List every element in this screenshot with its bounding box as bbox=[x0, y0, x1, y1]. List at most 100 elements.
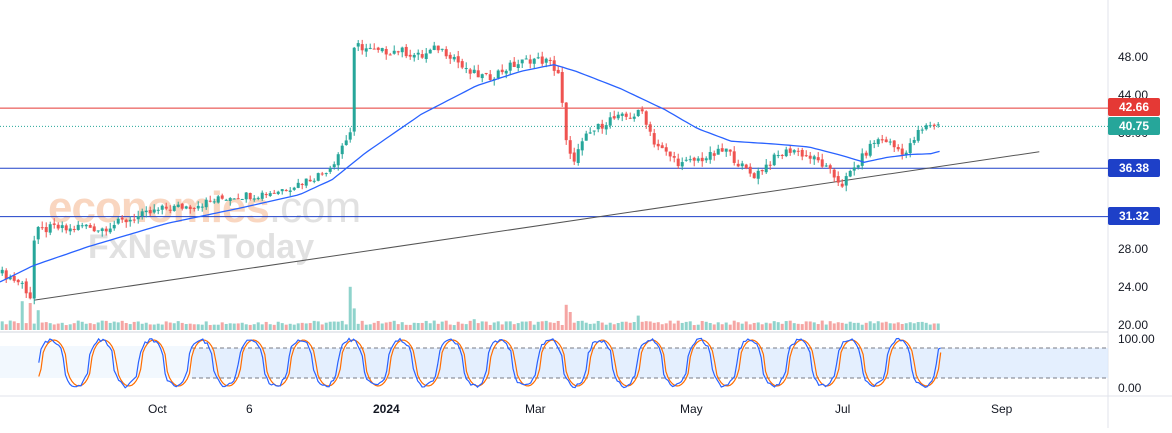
moving-average-line bbox=[0, 64, 940, 283]
candle-body bbox=[428, 49, 432, 54]
volume-bar bbox=[756, 322, 760, 330]
candle-body bbox=[576, 149, 580, 163]
candle-body bbox=[792, 150, 796, 153]
candle-body bbox=[168, 209, 172, 211]
volume-bar bbox=[128, 324, 132, 330]
candle-body bbox=[912, 140, 916, 143]
candle-body bbox=[36, 227, 40, 240]
candle-body bbox=[312, 180, 316, 182]
badge-bg bbox=[1108, 159, 1160, 177]
candle-body bbox=[852, 167, 856, 171]
candle-body bbox=[456, 56, 460, 63]
candle-body bbox=[624, 113, 628, 117]
volume-bars bbox=[0, 286, 940, 330]
volume-bar bbox=[404, 324, 408, 330]
candle-body bbox=[420, 54, 424, 58]
volume-bar bbox=[908, 322, 912, 330]
candle-body bbox=[120, 217, 124, 220]
volume-bar bbox=[468, 320, 472, 330]
candle-body bbox=[348, 132, 352, 140]
volume-bar bbox=[224, 323, 228, 330]
volume-bar bbox=[672, 323, 676, 330]
candle-body bbox=[372, 48, 376, 50]
badge-bg bbox=[1108, 98, 1160, 116]
volume-bar bbox=[792, 323, 796, 330]
time-tick: May bbox=[680, 402, 703, 416]
volume-bar bbox=[100, 320, 104, 330]
volume-bar bbox=[776, 322, 780, 330]
volume-bar bbox=[4, 324, 8, 330]
candle-body bbox=[692, 157, 696, 161]
volume-bar bbox=[692, 325, 696, 330]
volume-bar bbox=[176, 321, 180, 330]
volume-bar bbox=[32, 323, 36, 330]
volume-bar bbox=[928, 324, 932, 330]
candle-body bbox=[296, 182, 300, 188]
volume-bar bbox=[380, 323, 384, 330]
volume-bar bbox=[460, 323, 464, 330]
volume-bar bbox=[520, 321, 524, 330]
candle-body bbox=[92, 226, 96, 232]
volume-bar bbox=[612, 324, 616, 330]
volume-bar bbox=[340, 320, 344, 330]
time-axis[interactable]: Oct 6 2024 Mar May Jul Sep bbox=[148, 402, 1013, 416]
volume-bar bbox=[788, 320, 792, 330]
volume-bar bbox=[760, 324, 764, 330]
volume-bar bbox=[272, 324, 276, 330]
volume-bar bbox=[796, 323, 800, 330]
volume-bar bbox=[300, 322, 304, 330]
volume-bar bbox=[292, 324, 296, 330]
candle-body bbox=[824, 165, 828, 167]
candle-body bbox=[4, 270, 8, 280]
volume-bar bbox=[476, 323, 480, 330]
volume-bar bbox=[12, 321, 16, 330]
candle-body bbox=[8, 277, 12, 280]
candle-body bbox=[380, 48, 384, 52]
candle-body bbox=[540, 56, 544, 64]
volume-bar bbox=[416, 322, 420, 330]
candle-body bbox=[480, 74, 484, 79]
volume-bar bbox=[496, 321, 500, 330]
volume-bar bbox=[604, 324, 608, 330]
volume-bar bbox=[216, 324, 220, 330]
volume-bar bbox=[628, 322, 632, 330]
candle-body bbox=[872, 142, 876, 144]
oscillator-axis[interactable]: 100.00 0.00 bbox=[1118, 332, 1155, 395]
volume-bar bbox=[768, 323, 772, 330]
volume-bar bbox=[512, 324, 516, 330]
candle-body bbox=[840, 183, 844, 187]
candle-body bbox=[224, 199, 228, 201]
candle-body bbox=[208, 200, 212, 202]
volume-bar bbox=[104, 320, 108, 330]
volume-bar bbox=[84, 323, 88, 330]
volume-bar bbox=[836, 322, 840, 330]
candle-body bbox=[280, 189, 284, 192]
ascending-trendline[interactable] bbox=[34, 151, 1040, 301]
badge-label: 31.32 bbox=[1119, 209, 1149, 223]
candle-body bbox=[164, 206, 168, 209]
volume-bar bbox=[848, 321, 852, 330]
volume-bar bbox=[828, 321, 832, 330]
volume-bar bbox=[180, 322, 184, 330]
candle-body bbox=[508, 62, 512, 71]
candle-body bbox=[908, 143, 912, 154]
badge-bg bbox=[1108, 117, 1160, 135]
volume-bar bbox=[92, 324, 96, 330]
candle-body bbox=[160, 205, 164, 210]
candle-body bbox=[772, 154, 776, 166]
volume-bar bbox=[652, 322, 656, 330]
volume-bar bbox=[248, 324, 252, 330]
candle-body bbox=[900, 148, 904, 155]
volume-bar bbox=[20, 301, 24, 330]
time-tick: Sep bbox=[991, 402, 1013, 416]
candle-body bbox=[104, 228, 108, 232]
volume-bar bbox=[464, 324, 468, 330]
volume-bar bbox=[132, 321, 136, 330]
volume-bar bbox=[412, 322, 416, 330]
volume-bar bbox=[208, 324, 212, 330]
volume-bar bbox=[668, 320, 672, 330]
candle-body bbox=[320, 173, 324, 175]
candle-body bbox=[16, 279, 20, 283]
candle-body bbox=[536, 57, 540, 59]
